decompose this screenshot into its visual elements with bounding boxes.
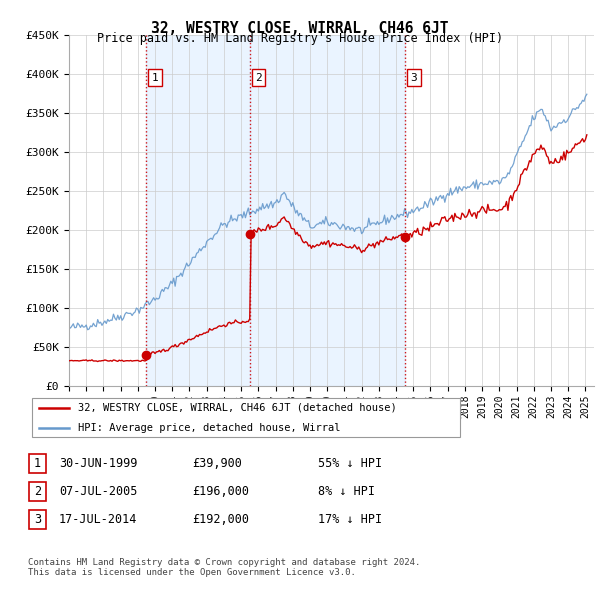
Text: £192,000: £192,000 — [192, 513, 249, 526]
Text: 1: 1 — [34, 457, 41, 470]
Bar — [250, 35, 406, 386]
Text: 32, WESTRY CLOSE, WIRRAL, CH46 6JT: 32, WESTRY CLOSE, WIRRAL, CH46 6JT — [151, 21, 449, 35]
Text: £39,900: £39,900 — [192, 457, 242, 470]
Text: 8% ↓ HPI: 8% ↓ HPI — [318, 485, 375, 498]
FancyBboxPatch shape — [29, 482, 46, 501]
Text: 07-JUL-2005: 07-JUL-2005 — [59, 485, 137, 498]
Text: Contains HM Land Registry data © Crown copyright and database right 2024.
This d: Contains HM Land Registry data © Crown c… — [28, 558, 420, 577]
Text: 55% ↓ HPI: 55% ↓ HPI — [318, 457, 382, 470]
Text: 2: 2 — [255, 73, 262, 83]
Text: 3: 3 — [410, 73, 417, 83]
Text: £196,000: £196,000 — [192, 485, 249, 498]
Text: 1: 1 — [152, 73, 158, 83]
Text: 17% ↓ HPI: 17% ↓ HPI — [318, 513, 382, 526]
FancyBboxPatch shape — [29, 454, 46, 473]
Bar — [146, 35, 250, 386]
Text: 30-JUN-1999: 30-JUN-1999 — [59, 457, 137, 470]
FancyBboxPatch shape — [29, 510, 46, 529]
Text: Price paid vs. HM Land Registry's House Price Index (HPI): Price paid vs. HM Land Registry's House … — [97, 32, 503, 45]
Text: 32, WESTRY CLOSE, WIRRAL, CH46 6JT (detached house): 32, WESTRY CLOSE, WIRRAL, CH46 6JT (deta… — [77, 403, 396, 412]
Text: 17-JUL-2014: 17-JUL-2014 — [59, 513, 137, 526]
FancyBboxPatch shape — [32, 398, 460, 437]
Text: 3: 3 — [34, 513, 41, 526]
Text: 2: 2 — [34, 485, 41, 498]
Text: HPI: Average price, detached house, Wirral: HPI: Average price, detached house, Wirr… — [77, 423, 340, 433]
